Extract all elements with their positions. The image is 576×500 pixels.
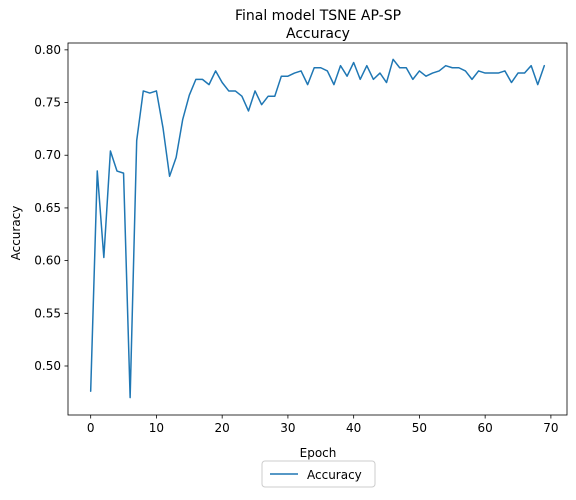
legend: Accuracy	[261, 460, 376, 488]
x-axis-label: Epoch	[300, 446, 337, 460]
legend-label: Accuracy	[307, 468, 362, 482]
x-tick-label: 20	[215, 421, 230, 435]
y-tick-label: 0.80	[34, 43, 61, 57]
series-line-accuracy	[89, 58, 546, 399]
y-tick-label: 0.75	[34, 96, 61, 110]
legend-box	[261, 460, 376, 488]
x-tick-label: 60	[478, 421, 493, 435]
chart-title: Final model TSNE AP-SP	[235, 8, 401, 24]
x-tick-label: 0	[87, 421, 95, 435]
axes-frame	[67, 42, 568, 416]
y-tick-label: 0.60	[34, 254, 61, 268]
x-tick-label: 70	[543, 421, 558, 435]
x-tick-label: 30	[280, 421, 295, 435]
x-tick-label: 50	[412, 421, 427, 435]
y-tick-label: 0.55	[34, 306, 61, 320]
x-tick-label: 40	[346, 421, 361, 435]
chart-subtitle: Accuracy	[286, 26, 350, 42]
y-tick-label: 0.70	[34, 148, 61, 162]
y-axis-label: Accuracy	[9, 206, 23, 261]
x-tick-label: 10	[149, 421, 164, 435]
plot-area: 0 10 20 30 40 50 60 70 0.50 0.55 0.60 0.65 0.70 0.75 0…	[34, 42, 568, 435]
y-tick-label: 0.65	[34, 201, 61, 215]
y-tick-label: 0.50	[34, 359, 61, 373]
